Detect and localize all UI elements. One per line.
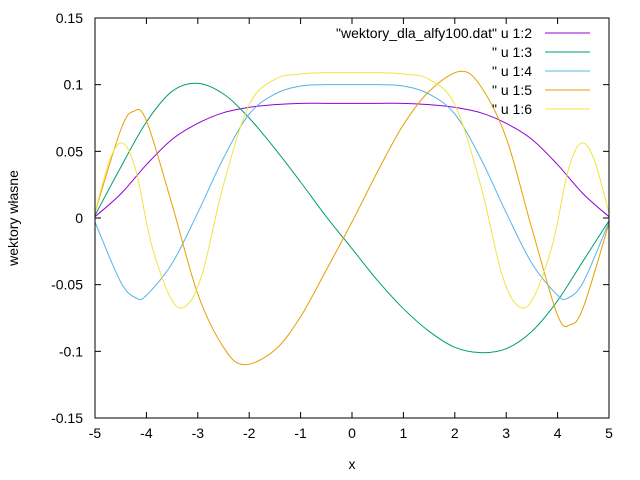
x-tick-label: 4 <box>554 425 562 441</box>
y-tick-label: 0.15 <box>56 10 83 26</box>
legend: "wektory_dla_alfy100.dat" u 1:2 " u 1:3 " … <box>336 25 590 117</box>
x-axis-label: x <box>349 456 356 472</box>
x-tick-label: -2 <box>243 425 256 441</box>
ticks-layer: -5 -4 -3 -2 -1 0 1 2 3 4 5 -0.15 -0.1 -0.05 0 0.05 0.1 0.… <box>51 10 613 441</box>
legend-label-5: " u 1:6 <box>492 101 532 117</box>
series-line-1 <box>94 102 610 218</box>
y-tick-label: -0.1 <box>59 343 83 359</box>
legend-label-1: "wektory_dla_alfy100.dat" u 1:2 <box>336 25 532 41</box>
y-tick-label: -0.05 <box>51 277 83 293</box>
x-tick-label: -3 <box>192 425 205 441</box>
y-axis-label: wektory własne <box>5 170 21 267</box>
series-line-5 <box>94 72 610 309</box>
series-line-4 <box>94 70 610 366</box>
y-tick-label: -0.15 <box>51 410 83 426</box>
series-layer <box>94 70 610 366</box>
legend-label-2: " u 1:3 <box>492 44 532 60</box>
x-tick-label: -4 <box>140 425 153 441</box>
series-line-2 <box>94 82 610 354</box>
y-tick-label: 0.05 <box>56 143 83 159</box>
x-tick-label: 1 <box>400 425 408 441</box>
x-tick-label: 5 <box>605 425 613 441</box>
x-tick-label: 3 <box>502 425 510 441</box>
x-tick-label: -1 <box>294 425 307 441</box>
x-tick-label: -5 <box>89 425 102 441</box>
y-tick-label: 0.1 <box>64 77 84 93</box>
legend-label-3: " u 1:4 <box>492 63 532 79</box>
y-tick-label: 0 <box>75 210 83 226</box>
x-tick-label: 0 <box>348 425 356 441</box>
legend-label-4: " u 1:5 <box>492 82 532 98</box>
x-tick-label: 2 <box>451 425 459 441</box>
